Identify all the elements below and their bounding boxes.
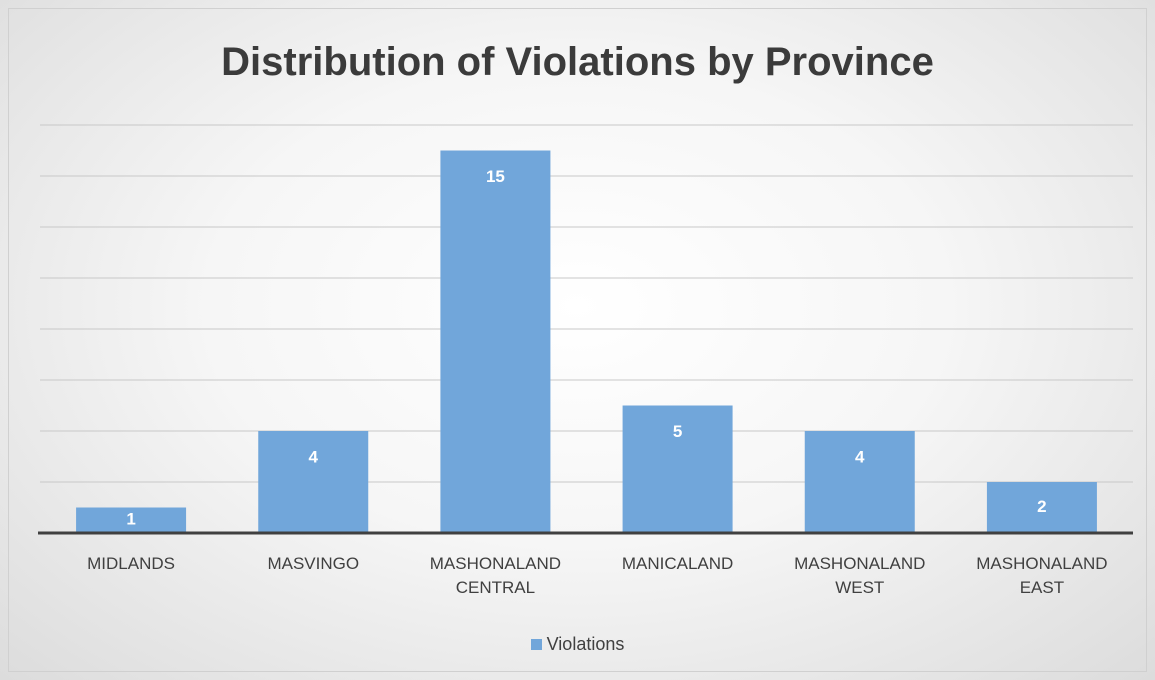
legend-swatch <box>530 639 542 650</box>
bar <box>986 482 1097 533</box>
x-tick-label: MASHONALAND EAST <box>976 554 1108 597</box>
data-label: 2 <box>1037 497 1046 516</box>
x-tick-label: MANICALAND <box>621 554 734 573</box>
x-tick-label: MASVINGO <box>267 554 360 573</box>
chart-title: Distribution of Violations by Province <box>221 40 934 84</box>
data-label: 1 <box>126 510 135 529</box>
bar <box>622 405 733 533</box>
bar <box>804 431 915 533</box>
bar <box>258 431 369 533</box>
bar <box>76 507 187 533</box>
x-tick-label: MIDLANDS <box>87 554 175 573</box>
legend-label: Violations <box>546 634 625 654</box>
data-label: 5 <box>673 422 682 441</box>
data-label: 4 <box>855 447 865 466</box>
data-label: 15 <box>486 167 505 186</box>
legend: Violations <box>0 634 1155 655</box>
bar <box>440 150 551 533</box>
chart-border <box>8 8 1147 672</box>
data-label: 4 <box>309 447 319 466</box>
x-tick-label: MASHONALAND CENTRAL <box>429 554 562 597</box>
x-tick-label: MASHONALAND WEST <box>794 554 926 597</box>
